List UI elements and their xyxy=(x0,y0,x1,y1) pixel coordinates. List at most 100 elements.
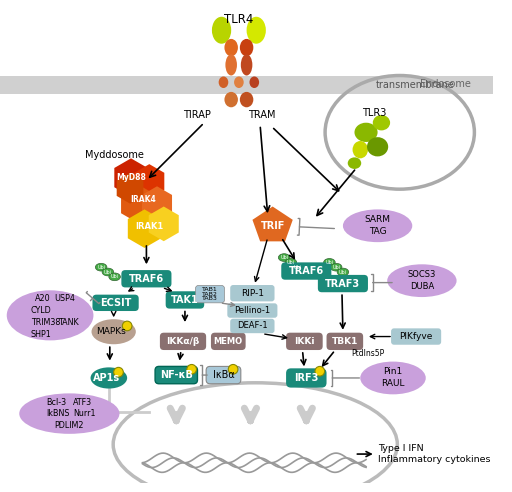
Text: MEMO: MEMO xyxy=(214,337,243,346)
Ellipse shape xyxy=(315,367,325,376)
FancyBboxPatch shape xyxy=(211,333,246,350)
Text: Ubi: Ubi xyxy=(280,255,288,260)
Ellipse shape xyxy=(373,115,390,130)
Ellipse shape xyxy=(212,17,231,44)
Text: Ubi: Ubi xyxy=(111,275,119,279)
Text: Bcl-3: Bcl-3 xyxy=(46,398,67,406)
Text: IKKα/β: IKKα/β xyxy=(166,337,200,346)
Text: AP1s: AP1s xyxy=(93,373,120,383)
Ellipse shape xyxy=(367,137,388,156)
Text: TANK: TANK xyxy=(58,318,78,327)
FancyBboxPatch shape xyxy=(93,295,139,311)
Text: TBK1: TBK1 xyxy=(332,337,358,346)
Text: A20: A20 xyxy=(35,295,50,304)
FancyBboxPatch shape xyxy=(155,367,198,384)
Polygon shape xyxy=(134,164,164,199)
Text: Ubi: Ubi xyxy=(332,265,340,270)
Polygon shape xyxy=(142,186,172,221)
Text: ECSIT: ECSIT xyxy=(100,298,131,308)
Text: TRAF3: TRAF3 xyxy=(325,278,360,289)
Polygon shape xyxy=(148,207,179,241)
Ellipse shape xyxy=(337,268,349,276)
Text: TIRAP: TIRAP xyxy=(183,110,211,120)
Text: IκBα: IκBα xyxy=(212,370,234,380)
Text: CYLD: CYLD xyxy=(31,306,52,315)
FancyBboxPatch shape xyxy=(286,333,323,350)
Ellipse shape xyxy=(228,365,238,374)
Text: Pellino-1: Pellino-1 xyxy=(234,306,270,315)
FancyBboxPatch shape xyxy=(166,291,204,308)
Text: RIP-1: RIP-1 xyxy=(241,289,264,298)
Text: Ubi: Ubi xyxy=(287,260,295,265)
Polygon shape xyxy=(121,184,155,223)
Text: SARM: SARM xyxy=(365,215,391,224)
Polygon shape xyxy=(128,210,161,248)
Ellipse shape xyxy=(240,39,253,56)
Ellipse shape xyxy=(102,268,114,276)
Text: Endosome: Endosome xyxy=(419,79,471,89)
Text: Nurr1: Nurr1 xyxy=(73,409,96,418)
Ellipse shape xyxy=(343,210,412,242)
Text: IKKi: IKKi xyxy=(294,337,315,346)
Text: SOCS3: SOCS3 xyxy=(408,271,436,279)
Ellipse shape xyxy=(114,368,123,377)
Polygon shape xyxy=(252,207,293,242)
Polygon shape xyxy=(117,173,143,204)
Text: TAB1: TAB1 xyxy=(202,287,218,292)
Ellipse shape xyxy=(95,263,107,271)
Ellipse shape xyxy=(241,54,252,75)
Text: Myddosome: Myddosome xyxy=(85,151,144,160)
Ellipse shape xyxy=(187,365,197,374)
Text: MyD88: MyD88 xyxy=(116,173,146,182)
Text: Ubi: Ubi xyxy=(339,270,347,275)
Text: Inflammatory cytokines: Inflammatory cytokines xyxy=(377,455,490,464)
FancyBboxPatch shape xyxy=(318,275,368,292)
Text: TLR4: TLR4 xyxy=(224,13,253,26)
FancyBboxPatch shape xyxy=(206,367,241,384)
Text: TRIF: TRIF xyxy=(261,221,285,231)
FancyBboxPatch shape xyxy=(121,270,172,287)
Ellipse shape xyxy=(240,92,253,107)
Text: NF-κB: NF-κB xyxy=(160,370,193,380)
Ellipse shape xyxy=(91,368,127,389)
Text: Ubi: Ubi xyxy=(97,265,105,270)
Text: USP4: USP4 xyxy=(54,295,75,304)
Text: PIKfyve: PIKfyve xyxy=(399,332,433,341)
Text: IRAK1: IRAK1 xyxy=(135,222,163,231)
Ellipse shape xyxy=(19,394,119,434)
FancyBboxPatch shape xyxy=(391,328,441,345)
Text: PDLIM2: PDLIM2 xyxy=(54,421,83,430)
Text: RAUL: RAUL xyxy=(381,379,405,388)
Ellipse shape xyxy=(348,157,361,169)
Ellipse shape xyxy=(92,319,136,344)
Ellipse shape xyxy=(109,273,120,280)
Ellipse shape xyxy=(219,76,228,88)
Text: Ubi: Ubi xyxy=(326,260,333,265)
Text: Pin1: Pin1 xyxy=(383,367,402,376)
Ellipse shape xyxy=(224,92,238,107)
Text: SHP1: SHP1 xyxy=(31,330,52,339)
Text: TAB3: TAB3 xyxy=(202,297,218,302)
Text: Type I IFN: Type I IFN xyxy=(377,444,423,453)
Text: TAG: TAG xyxy=(369,227,387,236)
FancyBboxPatch shape xyxy=(286,369,327,388)
Text: IRAK4: IRAK4 xyxy=(131,195,156,204)
Ellipse shape xyxy=(292,263,304,271)
Text: DEAF-1: DEAF-1 xyxy=(237,321,268,331)
Text: IRF3: IRF3 xyxy=(294,373,318,383)
Text: TRAF6: TRAF6 xyxy=(289,266,324,276)
Ellipse shape xyxy=(224,39,238,56)
Text: Ubi: Ubi xyxy=(294,265,302,270)
FancyBboxPatch shape xyxy=(230,285,274,302)
Text: TLR3: TLR3 xyxy=(361,108,386,118)
Text: TRAM: TRAM xyxy=(248,110,276,120)
FancyBboxPatch shape xyxy=(230,319,274,333)
Polygon shape xyxy=(114,158,147,197)
FancyBboxPatch shape xyxy=(327,333,363,350)
Ellipse shape xyxy=(285,258,296,266)
Ellipse shape xyxy=(353,141,368,158)
Text: DUBA: DUBA xyxy=(410,282,434,291)
Text: MAPKs: MAPKs xyxy=(96,327,125,336)
Text: IkBNS: IkBNS xyxy=(46,409,70,418)
Text: TAB2: TAB2 xyxy=(202,292,218,297)
